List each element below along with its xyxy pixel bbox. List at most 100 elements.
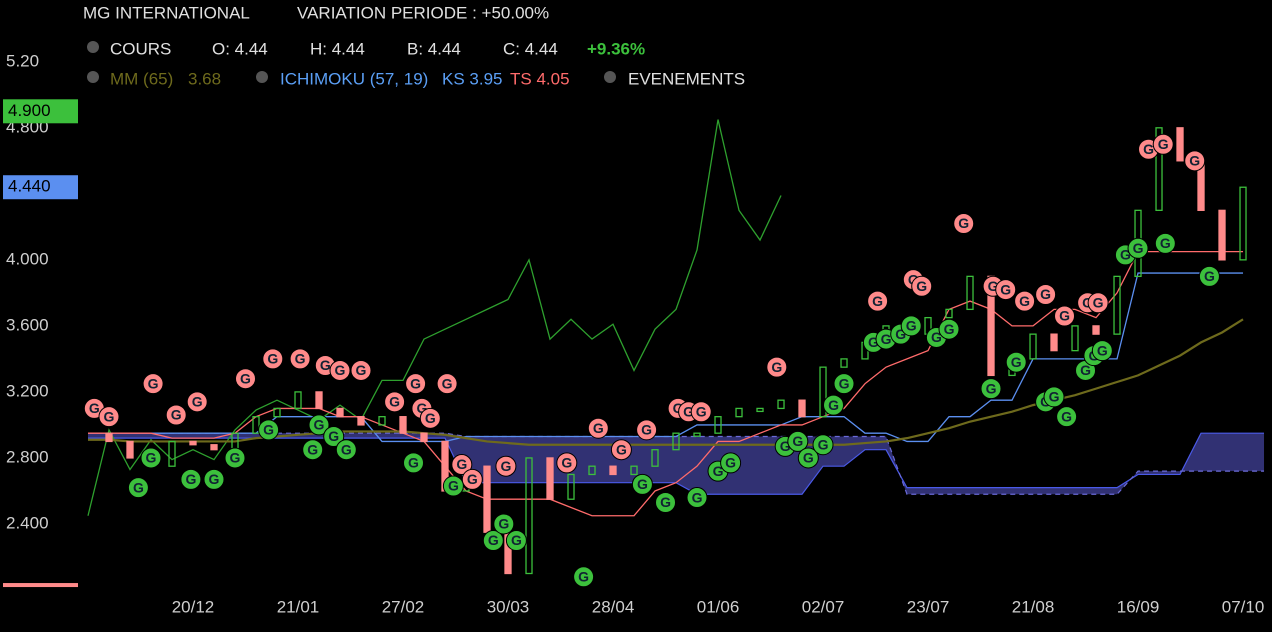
event-label: G xyxy=(683,403,694,419)
event-label: G xyxy=(931,329,942,345)
price-bar xyxy=(1050,333,1058,352)
price-bar xyxy=(315,391,323,410)
event-marker xyxy=(495,455,517,477)
event-label: G xyxy=(593,420,604,436)
price-bar xyxy=(630,465,638,476)
price-badge xyxy=(3,99,78,124)
price-bar xyxy=(105,432,113,443)
event-label: G xyxy=(1120,247,1131,263)
gear-icon[interactable] xyxy=(256,71,268,83)
event-label: G xyxy=(958,215,969,231)
event-label: G xyxy=(192,394,203,410)
event-marker xyxy=(911,275,933,297)
x-tick-label: 27/02 xyxy=(382,597,425,616)
event-label: G xyxy=(872,293,883,309)
event-label: G xyxy=(425,410,436,426)
event-label: G xyxy=(498,516,509,532)
event-marker xyxy=(262,348,284,370)
event-marker xyxy=(1043,386,1065,408)
event-marker xyxy=(451,454,473,476)
event-marker xyxy=(610,439,632,461)
x-tick-label: 21/01 xyxy=(277,597,320,616)
event-marker xyxy=(1198,265,1220,287)
event-marker xyxy=(686,487,708,509)
event-label: G xyxy=(442,375,453,391)
price-bar xyxy=(819,366,827,418)
x-tick-label: 23/07 xyxy=(907,597,950,616)
event-label: G xyxy=(295,351,306,367)
event-label: G xyxy=(1160,235,1171,251)
event-label: G xyxy=(1158,136,1169,152)
price-bar xyxy=(378,416,386,426)
event-label: G xyxy=(185,471,196,487)
event-label: G xyxy=(456,456,467,472)
event-marker xyxy=(867,290,889,312)
y-tick-label: 2.400 xyxy=(6,513,49,532)
event-label: G xyxy=(500,458,511,474)
event-marker xyxy=(258,419,280,441)
event-marker xyxy=(900,315,922,337)
low-level-badge xyxy=(3,583,78,588)
event-label: G xyxy=(389,394,400,410)
event-label: G xyxy=(1059,308,1070,324)
event-marker xyxy=(127,477,149,499)
event-label: G xyxy=(578,568,589,584)
event-label: G xyxy=(148,375,159,391)
price-bar xyxy=(588,465,596,476)
price-bar xyxy=(945,308,953,319)
chart-title: MG INTERNATIONAL xyxy=(83,3,250,22)
event-label: G xyxy=(1049,389,1060,405)
event-label: G xyxy=(1061,408,1072,424)
price-bar xyxy=(483,465,491,533)
event-label: G xyxy=(1143,141,1154,157)
legend-high: H: 4.44 xyxy=(310,39,365,58)
legend-open: O: 4.44 xyxy=(212,39,268,58)
event-label: G xyxy=(408,455,419,471)
event-marker xyxy=(1014,290,1036,312)
event-label: G xyxy=(780,438,791,454)
event-marker xyxy=(1005,351,1027,373)
price-bar xyxy=(1176,127,1184,162)
legend-close: C: 4.44 xyxy=(503,39,558,58)
ichimoku-cloud xyxy=(88,433,1265,495)
price-bar xyxy=(546,457,554,500)
price-bar xyxy=(1029,333,1037,360)
event-marker xyxy=(631,473,653,495)
price-bar xyxy=(693,432,701,437)
event-label: G xyxy=(771,359,782,375)
event-label: G xyxy=(1093,294,1104,310)
event-marker xyxy=(235,368,257,390)
event-marker xyxy=(1127,237,1149,259)
event-marker xyxy=(350,359,372,381)
event-label: G xyxy=(828,397,839,413)
event-label: G xyxy=(1189,153,1200,169)
event-marker xyxy=(636,419,658,441)
price-bar xyxy=(777,399,785,410)
event-marker xyxy=(995,279,1017,301)
event-label: G xyxy=(410,375,421,391)
event-marker xyxy=(655,492,677,514)
gear-icon[interactable] xyxy=(87,41,99,53)
event-marker xyxy=(1054,305,1076,327)
event-label: G xyxy=(416,400,427,416)
price-bar xyxy=(840,358,848,368)
event-marker xyxy=(289,348,311,370)
price-bar xyxy=(189,440,197,446)
event-marker xyxy=(812,434,834,456)
event-marker xyxy=(335,439,357,461)
event-label: G xyxy=(673,400,684,416)
gear-icon[interactable] xyxy=(87,71,99,83)
event-marker xyxy=(1184,150,1206,172)
legend-low: B: 4.44 xyxy=(407,39,461,58)
event-label: G xyxy=(307,441,318,457)
price-bar xyxy=(525,457,533,575)
event-marker xyxy=(1087,292,1109,314)
price-bar xyxy=(1092,325,1100,335)
gear-icon[interactable] xyxy=(604,71,616,83)
event-marker xyxy=(690,401,712,423)
price-bar xyxy=(126,440,134,459)
price-bar xyxy=(1239,186,1247,261)
x-tick-label: 28/04 xyxy=(592,597,635,616)
event-label: G xyxy=(263,422,274,438)
